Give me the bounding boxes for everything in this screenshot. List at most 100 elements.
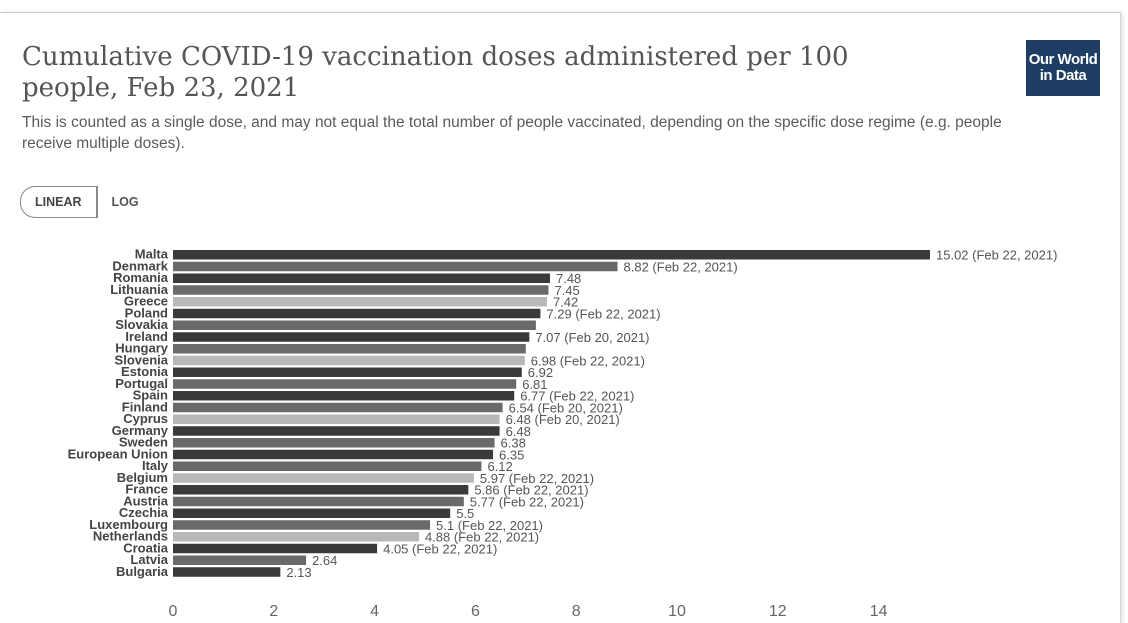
value-label: 6.48 (506, 424, 531, 439)
bar-belgium[interactable] (173, 473, 474, 483)
bar-germany[interactable] (173, 426, 500, 436)
category-label: Italy (142, 458, 169, 473)
value-label: 6.77 (Feb 22, 2021) (520, 389, 634, 404)
bar-chart: Malta 15.02 (Feb 22, 2021) Denmark 8.82 (Fe… (68, 247, 1058, 621)
bar-poland[interactable] (173, 308, 541, 319)
value-label: 4.88 (Feb 22, 2021) (425, 530, 539, 545)
value-label: 5.77 (Feb 22, 2021) (470, 494, 584, 509)
logo-line-2: in Data (1039, 67, 1087, 84)
category-label: Portugal (115, 376, 168, 391)
bar-malta[interactable] (173, 250, 931, 260)
x-tick-label: 4 (370, 603, 379, 620)
owid-logo[interactable]: Our World in Data (1026, 40, 1100, 96)
x-tick-label: 6 (471, 603, 480, 620)
bar-ireland[interactable] (173, 332, 530, 342)
x-tick-label: 8 (572, 603, 581, 620)
value-label: 8.82 (Feb 22, 2021) (624, 259, 738, 274)
value-label: 6.81 (522, 377, 547, 392)
value-label: 5.86 (Feb 22, 2021) (474, 483, 588, 498)
value-label: 6.92 (528, 365, 553, 380)
bar-european-union[interactable] (173, 449, 494, 460)
category-label: Latvia (130, 552, 168, 567)
category-label: Slovakia (115, 317, 169, 332)
bar-bulgaria[interactable] (173, 567, 281, 577)
category-label: Austria (123, 493, 169, 508)
bar-sweden[interactable] (173, 438, 495, 448)
category-label: Netherlands (93, 529, 168, 544)
chart-title: Cumulative COVID-19 vaccination doses ad… (22, 42, 849, 103)
category-label: France (125, 482, 168, 497)
category-label: Denmark (112, 258, 168, 273)
category-label: Hungary (115, 341, 169, 356)
category-label: Belgium (117, 470, 168, 485)
chart-subtitle: This is counted as a single dose, and ma… (22, 114, 1002, 152)
category-label: Slovenia (115, 352, 169, 367)
value-label: 6.98 (Feb 22, 2021) (531, 353, 645, 368)
bar-estonia[interactable] (173, 367, 522, 378)
bar-slovenia[interactable] (173, 355, 525, 366)
value-label: 15.02 (Feb 22, 2021) (936, 248, 1057, 263)
x-tick-label: 10 (668, 603, 686, 620)
value-label: 5.1 (Feb 22, 2021) (436, 518, 543, 533)
bar-spain[interactable] (173, 391, 515, 401)
category-label: Germany (112, 423, 169, 438)
scale-toggle: LINEAR LOG (20, 186, 153, 218)
category-label: Bulgaria (116, 564, 169, 579)
bar-austria[interactable] (173, 496, 464, 507)
category-label: Luxembourg (89, 517, 168, 532)
linear-scale-button[interactable]: LINEAR (20, 186, 98, 218)
bar-lithuania[interactable] (173, 285, 549, 295)
bar-hungary[interactable] (173, 344, 526, 354)
value-label: 5.97 (Feb 22, 2021) (480, 471, 594, 486)
x-tick-label: 14 (870, 603, 888, 620)
category-label: Finland (122, 399, 168, 414)
bar-romania[interactable] (173, 273, 550, 284)
log-scale-button[interactable]: LOG (111, 195, 139, 209)
category-label: Ireland (125, 329, 168, 344)
logo-line-1: Our World (1028, 51, 1098, 68)
value-label: 6.38 (501, 436, 526, 451)
value-label: 7.07 (Feb 20, 2021) (535, 330, 649, 345)
bar-italy[interactable] (173, 461, 482, 472)
category-label: Spain (133, 388, 168, 403)
bar-cyprus[interactable] (173, 414, 500, 425)
category-label: Romania (113, 270, 169, 285)
bar-finland[interactable] (173, 402, 503, 413)
bar-denmark[interactable] (173, 261, 618, 272)
value-label: 2.13 (286, 565, 311, 580)
x-tick-label: 2 (269, 603, 278, 620)
category-label: Greece (124, 294, 168, 309)
category-label: Malta (135, 247, 169, 262)
bar-slovakia[interactable] (173, 320, 536, 331)
value-label: 6.12 (487, 459, 512, 474)
value-label: 4.05 (Feb 22, 2021) (383, 541, 497, 556)
value-label: 7.45 (554, 283, 579, 298)
value-label: 2.64 (312, 553, 337, 568)
bar-czechia[interactable] (173, 508, 451, 519)
value-label: 7.42 (553, 295, 578, 310)
x-tick-label: 12 (769, 603, 787, 620)
bar-greece[interactable] (173, 297, 547, 307)
value-label: 6.54 (Feb 20, 2021) (509, 400, 623, 415)
category-label: European Union (68, 446, 168, 461)
x-tick-label: 0 (169, 603, 178, 620)
bar-croatia[interactable] (173, 543, 378, 554)
category-label: Sweden (119, 435, 168, 450)
bar-luxembourg[interactable] (173, 520, 431, 530)
value-label: 6.35 (499, 447, 524, 462)
value-label: 5.5 (456, 506, 474, 521)
bar-france[interactable] (173, 485, 469, 495)
category-label: Lithuania (110, 282, 169, 297)
category-label: Estonia (121, 364, 169, 379)
bar-latvia[interactable] (173, 555, 307, 566)
value-label: 6.48 (Feb 20, 2021) (506, 412, 620, 427)
category-label: Croatia (123, 540, 169, 555)
value-label: 7.29 (Feb 22, 2021) (546, 306, 660, 321)
category-label: Cyprus (123, 411, 168, 426)
bar-portugal[interactable] (173, 379, 517, 389)
value-label: 7.48 (556, 271, 581, 286)
category-label: Czechia (119, 505, 169, 520)
bar-netherlands[interactable] (173, 532, 419, 542)
category-label: Poland (125, 305, 168, 320)
